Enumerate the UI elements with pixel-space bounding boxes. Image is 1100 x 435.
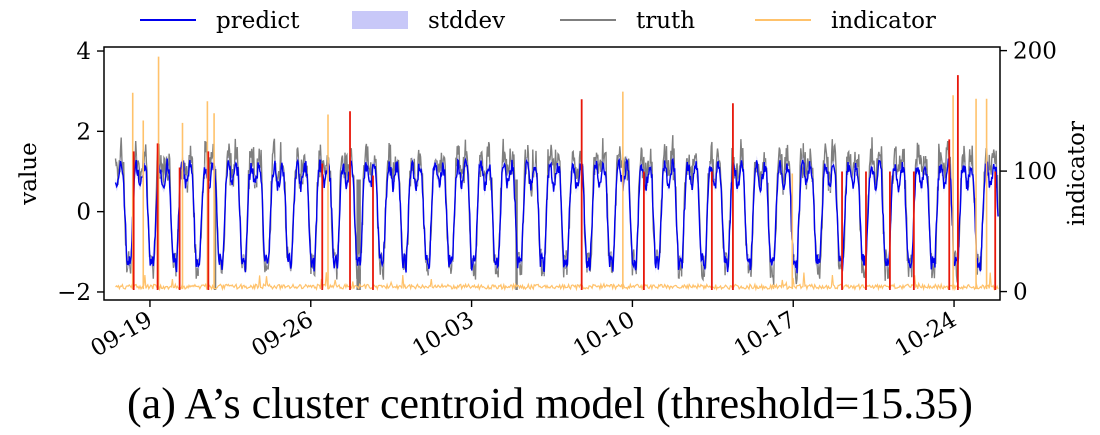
legend-label-truth: truth bbox=[636, 8, 695, 34]
legend-swatch-stddev bbox=[352, 11, 408, 29]
legend-label-indicator: indicator bbox=[831, 8, 936, 34]
x-tick-label: 10-10 bbox=[569, 307, 639, 363]
y2-axis-label: indicator bbox=[1064, 121, 1090, 226]
x-tick-label: 10-03 bbox=[408, 307, 478, 363]
y2-tick-label: 100 bbox=[1013, 159, 1057, 185]
x-tick-label: 10-24 bbox=[891, 307, 961, 363]
y-tick-label: −2 bbox=[57, 280, 91, 306]
series-predict-line bbox=[114, 157, 999, 274]
x-tick-label: 10-17 bbox=[730, 307, 800, 363]
y-tick-label: 2 bbox=[76, 119, 91, 145]
plot-frame bbox=[103, 46, 1001, 301]
y-tick-label: 0 bbox=[76, 200, 91, 226]
plot-area bbox=[114, 56, 999, 292]
series-indicator-line bbox=[115, 272, 999, 292]
y2-tick-label: 0 bbox=[1013, 280, 1028, 306]
chart: predict stddev truth indicator −2 0 2 4 0 100 200… bbox=[16, 8, 1090, 363]
legend-label-stddev: stddev bbox=[428, 8, 505, 34]
y-tick-label: 4 bbox=[76, 39, 91, 65]
x-tick-label: 09-26 bbox=[247, 307, 317, 363]
legend: predict stddev truth indicator bbox=[140, 8, 936, 34]
y-axis-label: value bbox=[16, 142, 42, 206]
legend-label-predict: predict bbox=[216, 8, 300, 34]
x-tick-label: 09-19 bbox=[87, 307, 157, 363]
figure-caption: (a) A’s cluster centroid model (threshol… bbox=[127, 379, 973, 428]
y2-tick-label: 200 bbox=[1013, 39, 1057, 65]
